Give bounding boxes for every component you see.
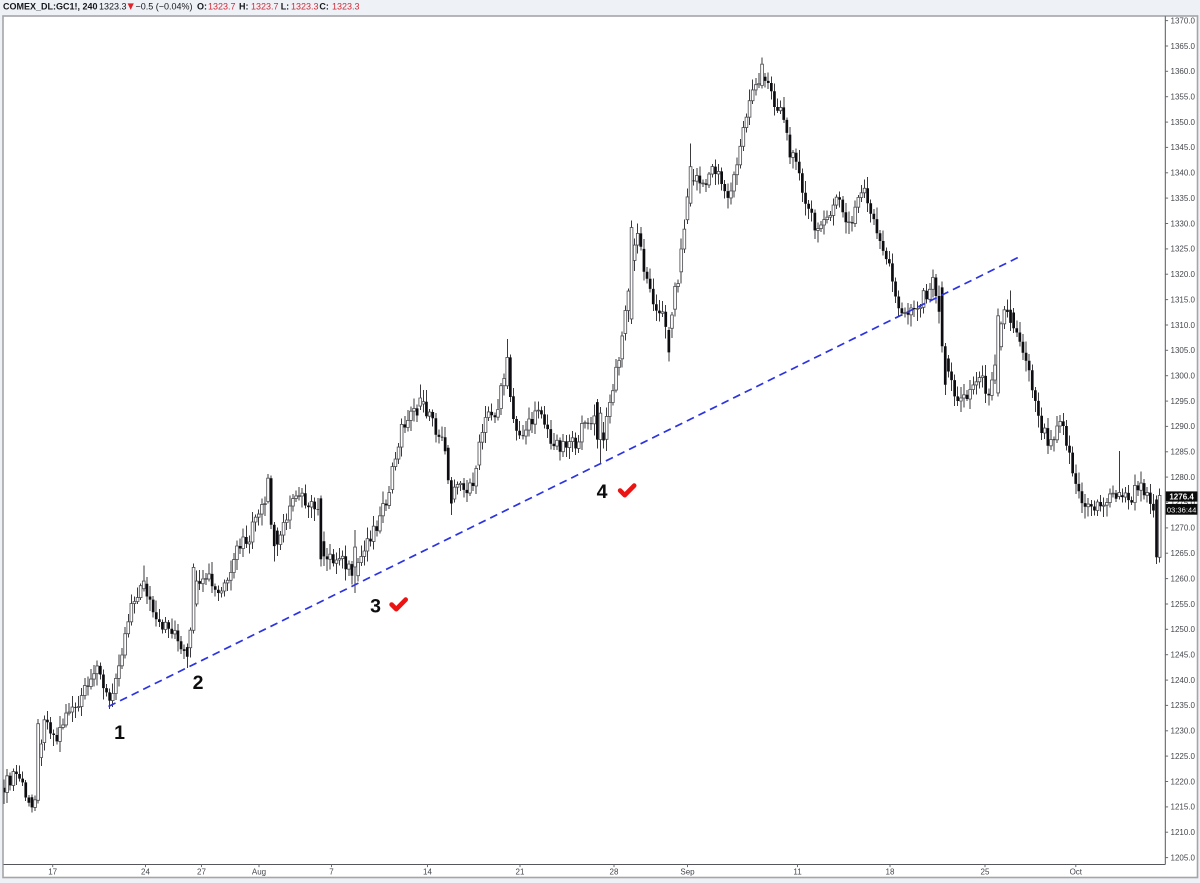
svg-text:1360.0: 1360.0 [1171,67,1196,76]
svg-text:1: 1 [114,722,125,744]
svg-text:L:: L: [281,2,290,12]
svg-text:−0.5 (−0.04%): −0.5 (−0.04%) [136,2,193,12]
svg-text:1270.0: 1270.0 [1171,524,1196,533]
svg-text:1280.0: 1280.0 [1171,473,1196,482]
svg-text:27: 27 [197,868,206,877]
svg-text:1315.0: 1315.0 [1171,295,1196,304]
svg-text:21: 21 [516,868,525,877]
svg-text:O:: O: [197,2,207,12]
svg-text:1323.7: 1323.7 [251,2,279,12]
svg-text:1250.0: 1250.0 [1171,625,1196,634]
svg-text:28: 28 [610,868,619,877]
svg-text:H:: H: [239,2,249,12]
svg-text:18: 18 [886,868,895,877]
svg-text:25: 25 [981,868,990,877]
svg-text:1323.3: 1323.3 [332,2,360,12]
svg-text:Sep: Sep [680,868,695,877]
svg-text:COMEX_DL:GC1!, 240: COMEX_DL:GC1!, 240 [3,2,98,12]
svg-text:1260.0: 1260.0 [1171,574,1196,583]
svg-text:1265.0: 1265.0 [1171,549,1196,558]
svg-text:7: 7 [329,868,334,877]
svg-text:1225.0: 1225.0 [1171,752,1196,761]
svg-text:2: 2 [193,672,204,694]
svg-text:1300.0: 1300.0 [1171,372,1196,381]
svg-text:1340.0: 1340.0 [1171,169,1196,178]
svg-text:1215.0: 1215.0 [1171,803,1196,812]
svg-text:1350.0: 1350.0 [1171,118,1196,127]
svg-text:Oct: Oct [1070,868,1083,877]
svg-text:1305.0: 1305.0 [1171,346,1196,355]
svg-text:1240.0: 1240.0 [1171,676,1196,685]
svg-text:1255.0: 1255.0 [1171,600,1196,609]
svg-text:1365.0: 1365.0 [1171,42,1196,51]
svg-text:1370.0: 1370.0 [1171,16,1196,25]
svg-text:1275.0: 1275.0 [1171,498,1196,507]
svg-text:11: 11 [793,868,802,877]
svg-text:03:36:44: 03:36:44 [1167,505,1197,514]
svg-text:1330.0: 1330.0 [1171,219,1196,228]
svg-text:1323.7: 1323.7 [208,2,236,12]
svg-text:3: 3 [370,596,381,618]
svg-text:1210.0: 1210.0 [1171,828,1196,837]
svg-text:1345.0: 1345.0 [1171,143,1196,152]
svg-text:17: 17 [48,868,57,877]
svg-text:14: 14 [423,868,432,877]
svg-text:1230.0: 1230.0 [1171,727,1196,736]
svg-text:1295.0: 1295.0 [1171,397,1196,406]
svg-text:1310.0: 1310.0 [1171,321,1196,330]
svg-text:1323.3: 1323.3 [99,2,127,12]
svg-text:Aug: Aug [252,868,266,877]
svg-text:1276.4: 1276.4 [1169,492,1194,501]
svg-text:1323.3: 1323.3 [291,2,319,12]
svg-text:1290.0: 1290.0 [1171,422,1196,431]
svg-text:4: 4 [597,481,608,503]
svg-text:1285.0: 1285.0 [1171,448,1196,457]
svg-text:1335.0: 1335.0 [1171,194,1196,203]
svg-text:1325.0: 1325.0 [1171,245,1196,254]
svg-text:1320.0: 1320.0 [1171,270,1196,279]
svg-text:1235.0: 1235.0 [1171,701,1196,710]
svg-text:1220.0: 1220.0 [1171,777,1196,786]
svg-text:C:: C: [319,2,329,12]
svg-text:1205.0: 1205.0 [1171,853,1196,862]
svg-text:1245.0: 1245.0 [1171,651,1196,660]
svg-text:1355.0: 1355.0 [1171,93,1196,102]
svg-text:24: 24 [141,868,150,877]
